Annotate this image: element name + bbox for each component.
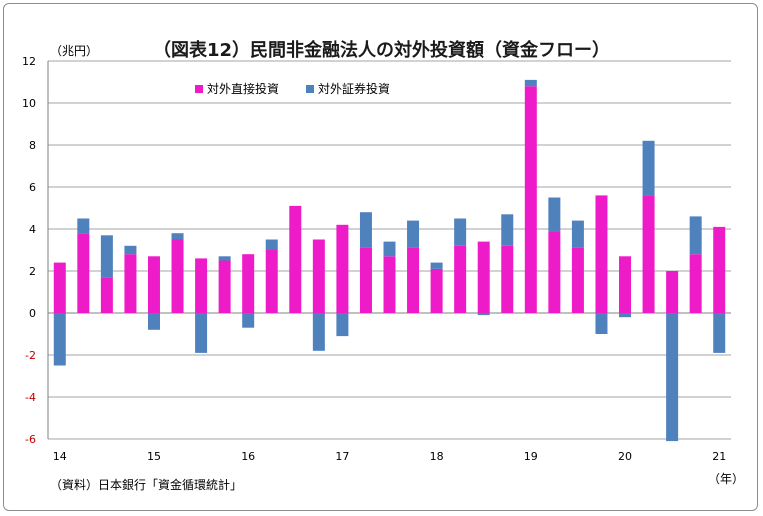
y-tick-label: 10 [22, 97, 36, 110]
bar-direct-investment [477, 241, 490, 313]
bar-direct-investment [430, 268, 443, 313]
bar-direct-investment [53, 262, 66, 313]
x-tick-label: 14 [53, 450, 67, 463]
bar-portfolio-investment [666, 313, 679, 442]
bar-portfolio-investment [524, 79, 537, 87]
source-note: （資料）日本銀行「資金循環統計」 [50, 478, 243, 492]
x-axis-unit-label: （年） [708, 472, 745, 486]
legend-swatch [195, 85, 203, 93]
x-tick-label: 20 [618, 450, 632, 463]
bar-portfolio-investment [77, 218, 90, 234]
x-tick-label: 15 [147, 450, 161, 463]
bar-portfolio-investment [336, 313, 349, 337]
y-tick-label: 4 [29, 223, 36, 236]
x-tick-label: 16 [241, 450, 255, 463]
bar-direct-investment [171, 239, 184, 313]
bar-direct-investment [689, 254, 702, 313]
legend-label: 対外直接投資 [207, 81, 279, 96]
bar-portfolio-investment [265, 239, 278, 250]
bar-direct-investment [289, 205, 302, 313]
bar-portfolio-investment [477, 313, 490, 316]
bar-portfolio-investment [124, 245, 137, 255]
bar-direct-investment [501, 245, 514, 313]
y-tick-label: -2 [25, 349, 36, 362]
x-tick-label: 21 [712, 450, 726, 463]
bar-portfolio-investment [571, 220, 584, 248]
bar-direct-investment [336, 224, 349, 313]
bar-direct-investment [571, 247, 584, 313]
bar-direct-investment [713, 226, 726, 313]
bar-direct-investment [359, 247, 372, 313]
bar-direct-investment [454, 245, 467, 313]
y-tick-label: 0 [29, 307, 36, 320]
bar-portfolio-investment [312, 313, 325, 351]
y-tick-label: 2 [29, 265, 36, 278]
bar-portfolio-investment [242, 313, 255, 328]
bar-portfolio-investment [642, 140, 655, 196]
bar-direct-investment [124, 254, 137, 313]
bar-portfolio-investment [501, 214, 514, 246]
bar-direct-investment [666, 271, 679, 313]
bar-portfolio-investment [383, 241, 396, 257]
bar-portfolio-investment [171, 233, 184, 240]
bar-portfolio-investment [147, 313, 160, 330]
x-tick-label: 19 [524, 450, 538, 463]
bar-portfolio-investment [689, 216, 702, 255]
x-tick-label: 17 [335, 450, 349, 463]
y-tick-label: 6 [29, 181, 36, 194]
bar-direct-investment [77, 233, 90, 313]
bar-direct-investment [619, 256, 632, 313]
x-tick-label: 18 [430, 450, 444, 463]
bar-direct-investment [548, 231, 561, 313]
y-axis-unit-label: （兆円） [50, 44, 99, 58]
bar-direct-investment [642, 195, 655, 313]
bar-direct-investment [265, 250, 278, 313]
bar-direct-investment [407, 247, 420, 313]
bar-portfolio-investment [595, 313, 608, 334]
bar-direct-investment [195, 258, 208, 313]
bar-portfolio-investment [218, 256, 231, 261]
bar-direct-investment [383, 256, 396, 313]
bar-direct-investment [218, 260, 231, 313]
legend-swatch [306, 85, 314, 93]
y-tick-label: -4 [25, 391, 36, 404]
bar-portfolio-investment [100, 235, 113, 278]
bar-direct-investment [242, 254, 255, 313]
bar-direct-investment [595, 195, 608, 313]
bar-portfolio-investment [195, 313, 208, 353]
bar-portfolio-investment [619, 313, 632, 318]
bar-portfolio-investment [407, 220, 420, 248]
bar-direct-investment [524, 86, 537, 313]
bar-portfolio-investment [454, 218, 467, 246]
y-tick-label: 8 [29, 139, 36, 152]
bar-portfolio-investment [53, 313, 66, 366]
bar-portfolio-investment [359, 212, 372, 248]
bar-portfolio-investment [713, 313, 726, 353]
bar-direct-investment [147, 256, 160, 313]
bar-direct-investment [312, 239, 325, 313]
bar-portfolio-investment [548, 197, 561, 232]
legend-label: 対外証券投資 [318, 81, 390, 96]
y-tick-label: 12 [22, 55, 36, 68]
bar-direct-investment [100, 277, 113, 313]
bar-portfolio-investment [430, 262, 443, 269]
y-tick-label: -6 [25, 433, 36, 446]
chart-title: （図表12）民間非金融法人の対外投資額（資金フロー） [152, 40, 611, 61]
